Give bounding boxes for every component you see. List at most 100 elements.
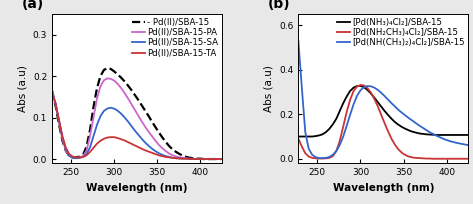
Pd(II)/SBA-15-SA bbox=[184, 157, 189, 160]
Pd(II)/SBA-15-PA bbox=[177, 156, 183, 159]
Pd(II)/SBA-15-SA bbox=[135, 133, 141, 136]
[Pd(NH₃)₄Cl₂]/SBA-15 bbox=[309, 135, 315, 138]
Pd(II)/SBA-15-PA bbox=[174, 155, 179, 158]
Pd(II)/SBA-15-SA bbox=[87, 146, 93, 149]
Pd(II)/SBA-15-TA bbox=[118, 138, 124, 140]
[Pd(NH(CH₃)₂)₄Cl₂]/SBA-15 bbox=[326, 156, 332, 158]
Pd(II)/SBA-15-TA bbox=[73, 156, 79, 159]
- Pd(II)/SBA-15 bbox=[132, 94, 138, 96]
Pd(II)/SBA-15-PA bbox=[111, 79, 117, 82]
- Pd(II)/SBA-15 bbox=[129, 89, 134, 91]
[Pd(NH₂CH₃)₄Cl₂]/SBA-15 bbox=[337, 140, 342, 142]
Pd(II)/SBA-15-PA bbox=[159, 147, 165, 150]
[Pd(NH₃)₄Cl₂]/SBA-15 bbox=[437, 134, 443, 136]
Pd(II)/SBA-15-PA bbox=[149, 135, 155, 137]
[Pd(NH₂CH₃)₄Cl₂]/SBA-15 bbox=[409, 156, 415, 159]
[Pd(NH(CH₃)₂)₄Cl₂]/SBA-15 bbox=[371, 86, 377, 89]
Pd(II)/SBA-15-SA bbox=[204, 158, 210, 160]
[Pd(NH(CH₃)₂)₄Cl₂]/SBA-15 bbox=[378, 92, 384, 94]
Pd(II)/SBA-15-PA bbox=[97, 85, 103, 88]
Pd(II)/SBA-15-TA bbox=[80, 156, 86, 158]
Y-axis label: Abs (a.u): Abs (a.u) bbox=[17, 65, 27, 112]
Pd(II)/SBA-15-SA bbox=[194, 158, 200, 160]
Pd(II)/SBA-15-PA bbox=[184, 157, 189, 160]
[Pd(NH₃)₄Cl₂]/SBA-15 bbox=[299, 135, 305, 138]
X-axis label: Wavelength (nm): Wavelength (nm) bbox=[333, 183, 434, 193]
Pd(II)/SBA-15-SA bbox=[115, 109, 121, 112]
[Pd(NH(CH₃)₂)₄Cl₂]/SBA-15 bbox=[458, 142, 464, 145]
Pd(II)/SBA-15-TA bbox=[63, 147, 69, 149]
Pd(II)/SBA-15-TA bbox=[56, 119, 62, 121]
[Pd(NH(CH₃)₂)₄Cl₂]/SBA-15 bbox=[464, 144, 470, 146]
[Pd(NH(CH₃)₂)₄Cl₂]/SBA-15 bbox=[451, 141, 456, 143]
Pd(II)/SBA-15-SA bbox=[153, 150, 158, 152]
- Pd(II)/SBA-15 bbox=[204, 158, 210, 160]
[Pd(NH₂CH₃)₄Cl₂]/SBA-15 bbox=[385, 130, 391, 133]
- Pd(II)/SBA-15 bbox=[80, 154, 86, 156]
Pd(II)/SBA-15-SA bbox=[80, 156, 86, 158]
[Pd(NH₃)₄Cl₂]/SBA-15 bbox=[330, 123, 336, 125]
Pd(II)/SBA-15-SA bbox=[70, 157, 76, 159]
Pd(II)/SBA-15-TA bbox=[194, 158, 200, 160]
[Pd(NH₃)₄Cl₂]/SBA-15 bbox=[351, 86, 357, 89]
- Pd(II)/SBA-15 bbox=[101, 69, 106, 71]
Pd(II)/SBA-15-TA bbox=[180, 157, 186, 160]
[Pd(NH(CH₃)₂)₄Cl₂]/SBA-15 bbox=[358, 89, 363, 92]
Pd(II)/SBA-15-SA bbox=[125, 120, 131, 123]
Pd(II)/SBA-15-SA bbox=[73, 157, 79, 160]
- Pd(II)/SBA-15 bbox=[208, 158, 213, 160]
Pd(II)/SBA-15-PA bbox=[194, 158, 200, 160]
[Pd(NH₂CH₃)₄Cl₂]/SBA-15 bbox=[403, 154, 408, 156]
- Pd(II)/SBA-15 bbox=[84, 145, 89, 148]
[Pd(NH₃)₄Cl₂]/SBA-15 bbox=[371, 96, 377, 99]
Line: Pd(II)/SBA-15-PA: Pd(II)/SBA-15-PA bbox=[52, 78, 221, 159]
- Pd(II)/SBA-15 bbox=[149, 121, 155, 123]
[Pd(NH(CH₃)₂)₄Cl₂]/SBA-15 bbox=[409, 119, 415, 122]
Pd(II)/SBA-15-SA bbox=[105, 107, 110, 110]
[Pd(NH₃)₄Cl₂]/SBA-15 bbox=[434, 134, 439, 136]
[Pd(NH(CH₃)₂)₄Cl₂]/SBA-15 bbox=[399, 112, 405, 114]
[Pd(NH₂CH₃)₄Cl₂]/SBA-15 bbox=[344, 111, 350, 113]
[Pd(NH(CH₃)₂)₄Cl₂]/SBA-15 bbox=[306, 147, 312, 150]
Pd(II)/SBA-15-TA bbox=[53, 102, 58, 104]
Pd(II)/SBA-15-TA bbox=[135, 146, 141, 148]
Pd(II)/SBA-15-PA bbox=[122, 92, 127, 94]
Pd(II)/SBA-15-PA bbox=[142, 126, 148, 128]
[Pd(NH₃)₄Cl₂]/SBA-15 bbox=[333, 118, 339, 120]
Pd(II)/SBA-15-TA bbox=[159, 155, 165, 157]
Pd(II)/SBA-15-TA bbox=[187, 158, 193, 160]
Pd(II)/SBA-15-TA bbox=[115, 137, 121, 139]
Pd(II)/SBA-15-SA bbox=[94, 124, 100, 126]
[Pd(NH(CH₃)₂)₄Cl₂]/SBA-15 bbox=[427, 131, 432, 133]
- Pd(II)/SBA-15 bbox=[166, 145, 172, 147]
[Pd(NH₂CH₃)₄Cl₂]/SBA-15 bbox=[416, 157, 422, 159]
[Pd(NH₂CH₃)₄Cl₂]/SBA-15 bbox=[440, 157, 446, 160]
[Pd(NH₃)₄Cl₂]/SBA-15 bbox=[444, 134, 449, 136]
Pd(II)/SBA-15-TA bbox=[91, 147, 96, 149]
[Pd(NH₂CH₃)₄Cl₂]/SBA-15 bbox=[371, 98, 377, 100]
[Pd(NH(CH₃)₂)₄Cl₂]/SBA-15 bbox=[385, 98, 391, 101]
Pd(II)/SBA-15-TA bbox=[177, 157, 183, 160]
[Pd(NH₂CH₃)₄Cl₂]/SBA-15 bbox=[347, 99, 353, 101]
- Pd(II)/SBA-15 bbox=[97, 75, 103, 78]
[Pd(NH₃)₄Cl₂]/SBA-15 bbox=[420, 133, 425, 135]
Pd(II)/SBA-15-SA bbox=[66, 155, 72, 157]
- Pd(II)/SBA-15 bbox=[70, 156, 76, 159]
[Pd(NH₃)₄Cl₂]/SBA-15 bbox=[375, 101, 381, 103]
[Pd(NH₃)₄Cl₂]/SBA-15 bbox=[354, 85, 360, 87]
- Pd(II)/SBA-15 bbox=[49, 90, 55, 92]
[Pd(NH₃)₄Cl₂]/SBA-15 bbox=[347, 90, 353, 92]
Pd(II)/SBA-15-SA bbox=[142, 141, 148, 144]
- Pd(II)/SBA-15 bbox=[139, 104, 145, 106]
Pd(II)/SBA-15-PA bbox=[73, 157, 79, 159]
[Pd(NH₂CH₃)₄Cl₂]/SBA-15 bbox=[309, 157, 315, 159]
Pd(II)/SBA-15-TA bbox=[111, 136, 117, 138]
[Pd(NH₃)₄Cl₂]/SBA-15 bbox=[365, 89, 370, 91]
Line: Pd(II)/SBA-15-TA: Pd(II)/SBA-15-TA bbox=[52, 93, 221, 159]
[Pd(NH₂CH₃)₄Cl₂]/SBA-15 bbox=[382, 122, 387, 124]
[Pd(NH₃)₄Cl₂]/SBA-15 bbox=[313, 135, 318, 137]
[Pd(NH(CH₃)₂)₄Cl₂]/SBA-15 bbox=[368, 85, 374, 88]
Pd(II)/SBA-15-SA bbox=[208, 158, 213, 160]
[Pd(NH₂CH₃)₄Cl₂]/SBA-15 bbox=[447, 157, 453, 160]
Pd(II)/SBA-15-PA bbox=[153, 140, 158, 142]
